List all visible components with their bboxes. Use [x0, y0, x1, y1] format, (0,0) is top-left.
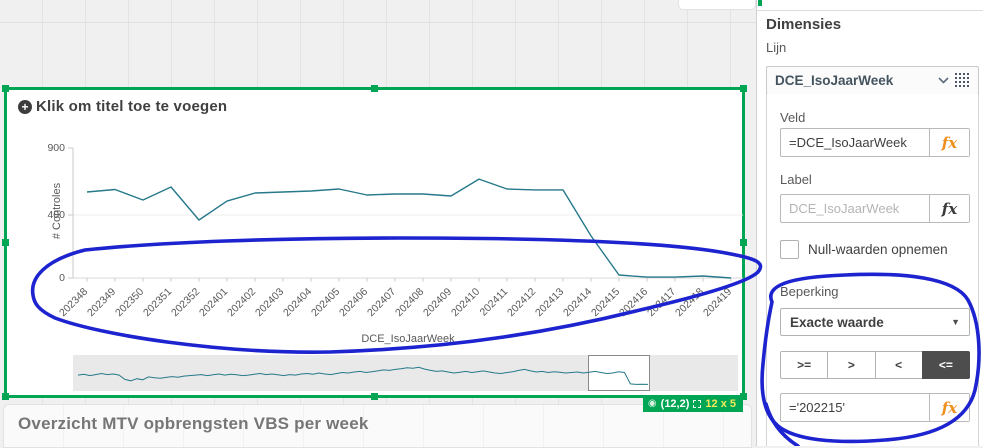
null-values-row: Null-waarden opnemen [780, 240, 948, 259]
dropdown-caret-icon: ▼ [951, 317, 960, 327]
selection-handle[interactable] [2, 238, 9, 246]
grid-position-icon: ◉ [647, 398, 657, 409]
main-line-series [86, 178, 732, 279]
field-expression-row: =DCE_IsoJaarWeek fx [780, 128, 970, 157]
chart-title-placeholder[interactable]: Klik om titel toe te voegen [36, 98, 228, 115]
dimension-header[interactable]: DCE_IsoJaarWeek [766, 66, 979, 95]
null-values-checkbox[interactable] [780, 240, 799, 259]
y-axis-tick-label: 900 [47, 142, 65, 154]
x-axis-title: DCE_IsoJaarWeek [361, 333, 455, 345]
chevron-down-icon [938, 77, 949, 84]
comparison-operator-group: >= > < <= [780, 351, 970, 379]
selection-handle[interactable] [2, 393, 9, 400]
badge-grid-position: (12,2) [660, 398, 690, 410]
dimension-body: Veld =DCE_IsoJaarWeek fx Label DCE_IsoJa… [766, 94, 979, 446]
restriction-fx-button[interactable]: fx [929, 394, 969, 421]
bottom-object-title: Overzicht MTV opbrengsten VBS per week [18, 414, 369, 433]
restriction-value-input[interactable]: ='202215' [789, 400, 845, 415]
field-fx-button[interactable]: fx [929, 129, 969, 156]
comparison-button-gte[interactable]: >= [780, 351, 829, 379]
chart-object[interactable]: + Klik om titel toe te voegen # Controle… [2, 85, 747, 412]
toolbar-remnant [678, 0, 756, 10]
add-title-icon[interactable]: + [18, 99, 32, 114]
restriction-mode-value: Exacte waarde [790, 314, 884, 330]
label-input[interactable]: DCE_IsoJaarWeek [789, 201, 900, 216]
panel-accent-tick [758, 0, 762, 6]
drag-handle-grid-icon[interactable] [955, 73, 970, 88]
label-label: Label [780, 172, 812, 187]
restriction-value-row: ='202215' fx [780, 393, 970, 422]
selection-handle[interactable] [370, 393, 378, 400]
comparison-button-lt[interactable]: < [874, 351, 923, 379]
selection-handle[interactable] [740, 393, 747, 400]
panel-divider [757, 10, 983, 11]
label-fx-button[interactable]: fx [929, 195, 969, 222]
sheet-grid-line [0, 22, 756, 23]
field-label: Veld [780, 110, 806, 125]
dimension-name: DCE_IsoJaarWeek [775, 73, 894, 88]
grid-size-icon [693, 400, 702, 408]
restriction-mode-select[interactable]: Exacte waarde ▼ [780, 308, 970, 336]
navigator-minimap-line [77, 366, 649, 385]
selection-handle[interactable] [370, 85, 378, 92]
y-axis-tick-label: 400 [47, 209, 65, 221]
restriction-label: Beperking [780, 284, 839, 299]
panel-subheading: Lijn [766, 40, 787, 55]
navigator-line-series [77, 366, 649, 385]
field-expression-input[interactable]: =DCE_IsoJaarWeek [789, 135, 907, 150]
selection-handle[interactable] [740, 85, 747, 92]
selection-size-badge: ◉ (12,2) 12 x 5 [642, 396, 743, 412]
selection-handle[interactable] [2, 85, 9, 92]
label-input-row: DCE_IsoJaarWeek fx [780, 194, 970, 223]
sheet-object-below[interactable]: Overzicht MTV opbrengsten VBS per week [3, 404, 752, 448]
comparison-button-lte[interactable]: <= [921, 351, 970, 379]
navigator-selection-window[interactable] [588, 355, 650, 391]
panel-heading: Dimensies [766, 16, 842, 33]
properties-panel: Dimensies Lijn DCE_IsoJaarWeek Veld =DCE… [756, 0, 983, 446]
comparison-button-gt[interactable]: > [827, 351, 876, 379]
selection-handle[interactable] [740, 238, 747, 246]
chart-navigator[interactable] [73, 355, 738, 391]
null-values-label: Null-waarden opnemen [808, 242, 948, 257]
y-axis-tick-label: 0 [59, 272, 65, 284]
chart-title-row[interactable]: + Klik om titel toe te voegen [18, 98, 227, 115]
badge-grid-size: 12 x 5 [705, 398, 736, 410]
